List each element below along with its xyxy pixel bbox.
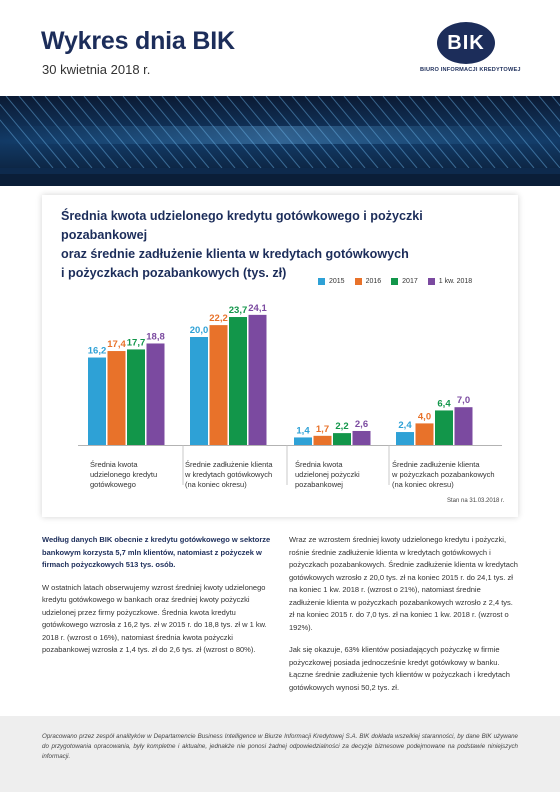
page-title: Wykres dnia BIK	[41, 27, 235, 55]
data-label: 16,2	[88, 346, 107, 357]
paragraph: Jak się okazuje, 63% klientów posiadając…	[289, 645, 510, 692]
page-header: Wykres dnia BIK 30 kwietnia 2018 r. BIK …	[0, 0, 560, 96]
legend-item: 2015	[318, 278, 345, 285]
bik-logo: BIK BIURO INFORMACJI KREDYTOWEJ	[420, 22, 521, 78]
bik-logo-mark: BIK	[437, 22, 495, 64]
legend-swatch	[354, 278, 362, 285]
data-label: 2,6	[355, 419, 368, 430]
right-column: Wraz ze wzrostem średniej kwoty udzielon…	[289, 534, 518, 704]
legend-swatch	[391, 278, 399, 285]
bar	[229, 317, 247, 445]
bar-chart: 16,217,4 17,718,8 20,022,223,7 24,1 1,4 1,7 2,…	[78, 303, 502, 485]
bar	[333, 433, 351, 445]
bar	[88, 357, 106, 445]
category-label: Średnie zadłużenie klienta w pożyczkach …	[392, 460, 495, 489]
data-label: 22,2	[209, 313, 228, 324]
legend-item: 2016	[354, 278, 382, 285]
publication-date: 30 kwietnia 2018 r.	[42, 62, 151, 77]
article-body: Według danych BIK obecnie z kredytu gotó…	[0, 522, 560, 716]
chart-title-line: oraz średnie zadłużenie klienta w kredyt…	[61, 247, 409, 261]
data-label: 7,0	[457, 395, 470, 406]
bar	[313, 435, 332, 445]
data-label: 24,1	[248, 303, 267, 314]
data-label: 2,2	[335, 421, 348, 432]
bar	[146, 343, 165, 445]
legend-label: 1 kw. 2018	[438, 278, 473, 285]
legend-label: 2015	[329, 278, 345, 285]
bar	[435, 410, 453, 445]
bar	[107, 351, 126, 445]
data-label: 18,8	[146, 331, 165, 342]
bar	[209, 325, 228, 445]
data-label: 17,7	[127, 337, 146, 348]
bar	[294, 437, 312, 445]
legend-swatch	[427, 278, 435, 285]
data-label: 1,4	[296, 425, 310, 436]
chart-title-line: Średnia kwota udzielonego kredytu gotówk…	[61, 209, 423, 242]
bar	[352, 430, 371, 445]
bar	[190, 337, 208, 445]
bik-logo-subtitle: BIURO INFORMACJI KREDYTOWEJ	[420, 67, 521, 73]
bar	[396, 432, 414, 445]
legend-swatch	[318, 278, 325, 285]
lead-paragraph: Według danych BIK obecnie z kredytu gotó…	[42, 535, 271, 569]
data-label: 6,4	[437, 398, 451, 409]
footer-disclaimer: Opracowano przez zespół analityków w Dep…	[0, 716, 560, 792]
chart-card: Średnia kwota udzielonego kredytu gotówk…	[42, 195, 518, 517]
left-column: Według danych BIK obecnie z kredytu gotó…	[42, 534, 272, 667]
category-label: Średnie zadłużenie klienta w kredytach g…	[185, 460, 273, 489]
data-label: 2,4	[398, 420, 412, 431]
bar	[415, 423, 434, 445]
legend-item: 1 kw. 2018	[427, 278, 473, 285]
data-date-note: Stan na 31.03.2018 r.	[447, 498, 505, 504]
data-label: 17,4	[107, 339, 126, 350]
header-banner-image	[0, 96, 560, 186]
bar	[127, 349, 145, 445]
data-label: 23,7	[229, 305, 248, 316]
bar	[454, 407, 473, 445]
legend-label: 2017	[402, 278, 418, 285]
legend-item: 2017	[391, 278, 418, 285]
data-label: 4,0	[418, 411, 431, 422]
disclaimer-text: Opracowano przez zespół analityków w Dep…	[42, 733, 518, 760]
paragraph: W ostatnich latach obserwujemy wzrost śr…	[42, 582, 267, 655]
category-label: Średnia kwota udzielonego kredytu gotówk…	[90, 460, 158, 489]
legend-label: 2016	[365, 278, 382, 285]
paragraph: Wraz ze wzrostem średniej kwoty udzielon…	[289, 535, 518, 632]
bar	[248, 314, 267, 445]
data-label: 20,0	[190, 325, 209, 336]
data-label: 1,7	[316, 424, 329, 435]
chart-title: Średnia kwota udzielonego kredytu gotówk…	[61, 207, 511, 283]
chart-title-line: i pożyczkach pozabankowych (tys. zł)	[61, 266, 287, 280]
chart-legend: 2015 2016 2017 1 kw. 2018	[318, 278, 472, 285]
category-label: Średnia kwota udzielonej pożyczki pozaba…	[295, 460, 360, 489]
